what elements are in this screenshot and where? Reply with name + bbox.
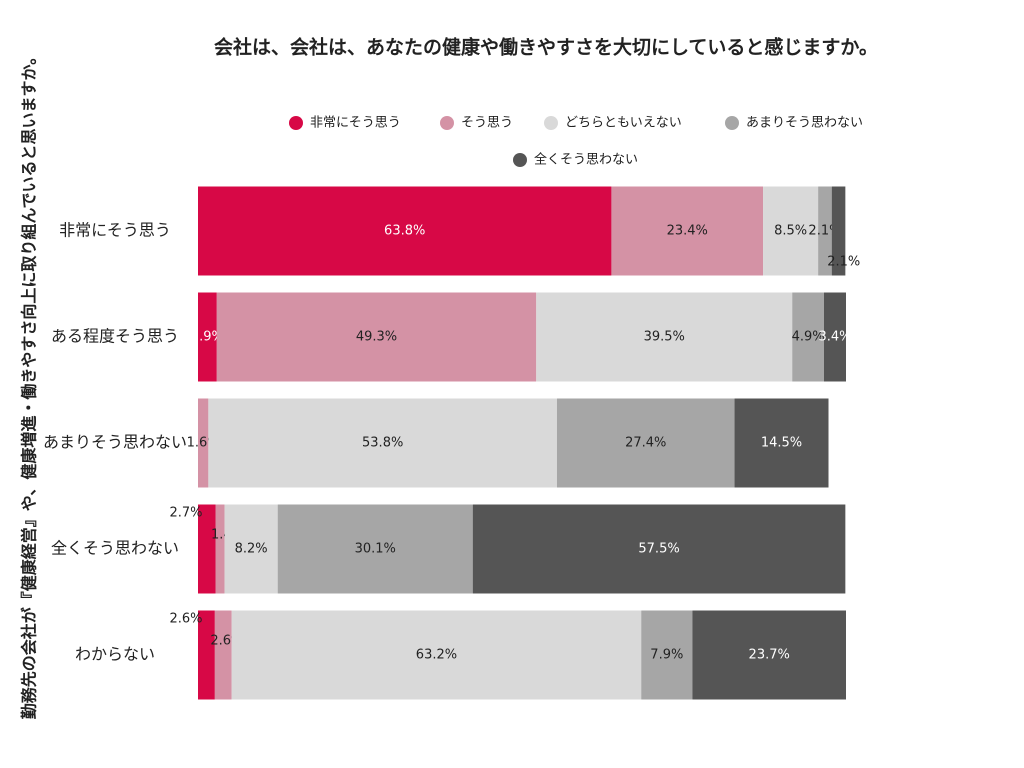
- category-label: わからない: [75, 645, 155, 664]
- value-label: 49.3%: [356, 330, 397, 345]
- value-label: 63.2%: [416, 648, 457, 663]
- bar-segment: [831, 186, 846, 276]
- legend-swatch: [440, 116, 454, 130]
- value-label: 2.7%: [169, 506, 202, 521]
- value-label: 2.9%: [191, 330, 224, 345]
- bar-segment: [198, 292, 217, 382]
- value-label: 3.4%: [818, 330, 851, 345]
- category-label: 非常にそう思う: [59, 221, 171, 240]
- category-label: ある程度そう思う: [51, 327, 179, 346]
- value-label: 57.5%: [638, 542, 679, 557]
- legend-swatch: [725, 116, 739, 130]
- bar-segment: [215, 504, 225, 594]
- bar-segment: [692, 610, 846, 700]
- category-label: 全くそう思わない: [51, 539, 179, 558]
- legend-label: 全くそう思わない: [534, 152, 638, 168]
- bar-segment: [216, 292, 537, 382]
- bar-segment: [472, 504, 846, 594]
- bar-segment: [198, 504, 216, 594]
- bar-segment: [536, 292, 793, 382]
- bar-segment: [792, 292, 824, 382]
- value-label: 14.5%: [761, 436, 802, 451]
- legend-label: そう思う: [461, 116, 513, 131]
- value-label: 39.5%: [644, 330, 685, 345]
- bar-segment: [277, 504, 473, 594]
- legend-swatch: [289, 116, 303, 130]
- y-axis-title: 勤務先の会社が『健康経営』や、健康増進・働きやすさ向上に取り組んでいると思います…: [20, 49, 39, 719]
- bar-segment: [214, 610, 232, 700]
- bar-segment: [641, 610, 693, 700]
- legend-swatch: [513, 153, 527, 167]
- bar-segment: [823, 292, 846, 382]
- legend-label: 非常にそう思う: [310, 116, 401, 131]
- value-label: 23.7%: [749, 648, 790, 663]
- value-label: 53.8%: [362, 436, 403, 451]
- chart-title: 会社は、会社は、あなたの健康や働きやすさを大切にしていると感じますか。: [214, 36, 878, 59]
- bar-segment: [198, 398, 209, 488]
- value-label: 2.6%: [169, 612, 202, 627]
- bar-segment: [208, 398, 557, 488]
- category-label: あまりそう思わない: [43, 433, 187, 452]
- bar-segment: [224, 504, 278, 594]
- bar-segment: [763, 186, 819, 276]
- value-label: 4.9%: [792, 330, 825, 345]
- bar-segment: [231, 610, 642, 700]
- value-label: 2.1%: [827, 255, 860, 270]
- bar-segment: [198, 186, 612, 276]
- value-label: 30.1%: [355, 542, 396, 557]
- value-label: 63.8%: [384, 224, 425, 239]
- legend-label: あまりそう思わない: [746, 116, 863, 131]
- bar-segment: [818, 186, 832, 276]
- value-label: 23.4%: [667, 224, 708, 239]
- legend-label: どちらともいえない: [565, 116, 682, 131]
- bar-segment: [556, 398, 735, 488]
- value-label: 27.4%: [625, 436, 666, 451]
- value-label: 7.9%: [650, 648, 683, 663]
- value-label: 8.5%: [774, 224, 807, 239]
- bar-segment: [734, 398, 829, 488]
- value-label: 8.2%: [235, 542, 268, 557]
- bar-segment: [198, 610, 215, 700]
- legend-swatch: [544, 116, 558, 130]
- bar-segment: [611, 186, 764, 276]
